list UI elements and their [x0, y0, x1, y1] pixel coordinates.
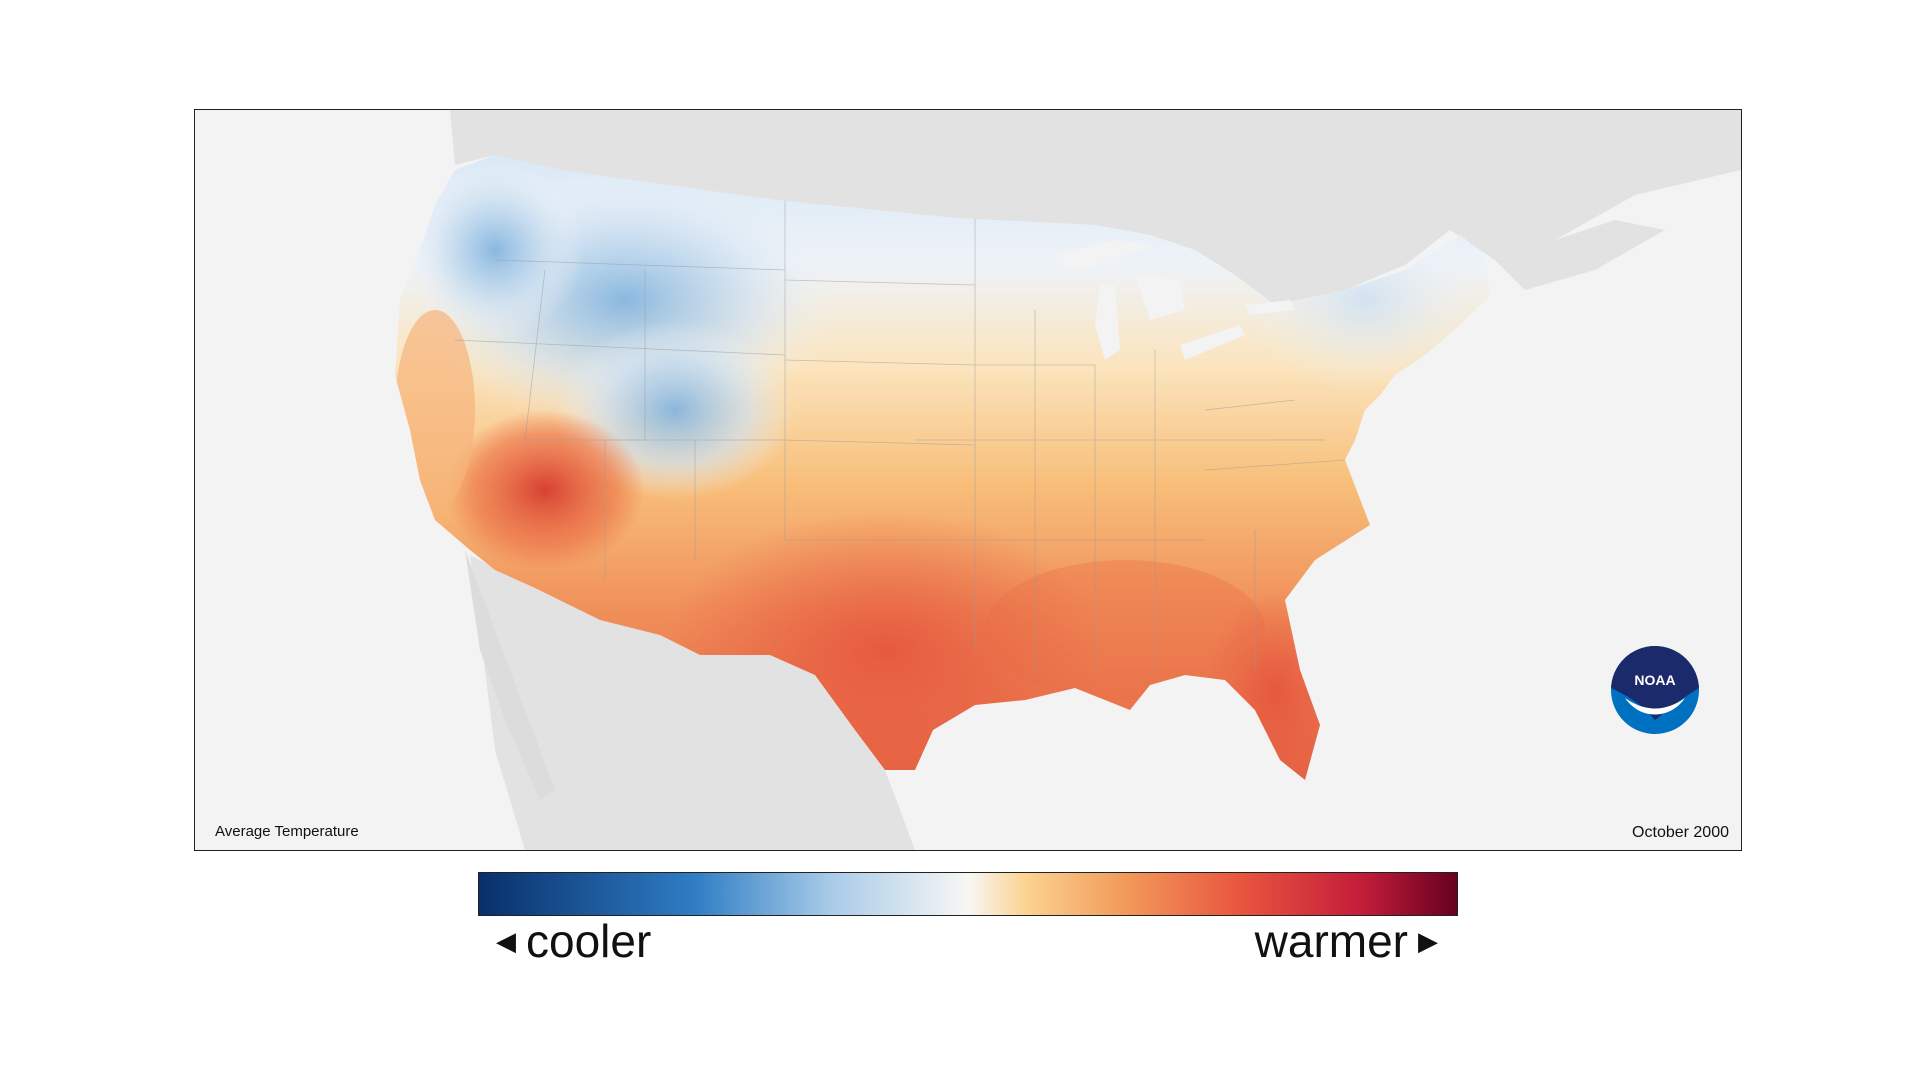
right-arrow-icon: ▶ [1418, 926, 1438, 956]
noaa-logo [1611, 646, 1699, 734]
legend-cooler-label: cooler [526, 915, 652, 967]
legend-warmer: warmer ▶ [1255, 918, 1448, 964]
map-panel: NOAA Average Temperature October 2000 [194, 109, 1742, 851]
mexico-landmass [470, 555, 915, 850]
temperature-colorbar [478, 872, 1458, 916]
baja-peninsula [465, 550, 555, 800]
map-canvas: NOAA [395, 110, 1741, 850]
state-boundaries [454, 200, 1346, 680]
map-date: October 2000 [1632, 824, 1729, 841]
noaa-logo-text: NOAA [1634, 672, 1675, 688]
left-arrow-icon: ◀ [496, 926, 516, 956]
map-title: Average Temperature [215, 823, 359, 840]
great-lakes [1055, 240, 1295, 360]
legend-warmer-label: warmer [1254, 915, 1408, 967]
canada-landmass [450, 110, 1741, 305]
legend-cooler: ◀ cooler [486, 918, 651, 964]
nova-scotia-landmass [1495, 220, 1665, 290]
